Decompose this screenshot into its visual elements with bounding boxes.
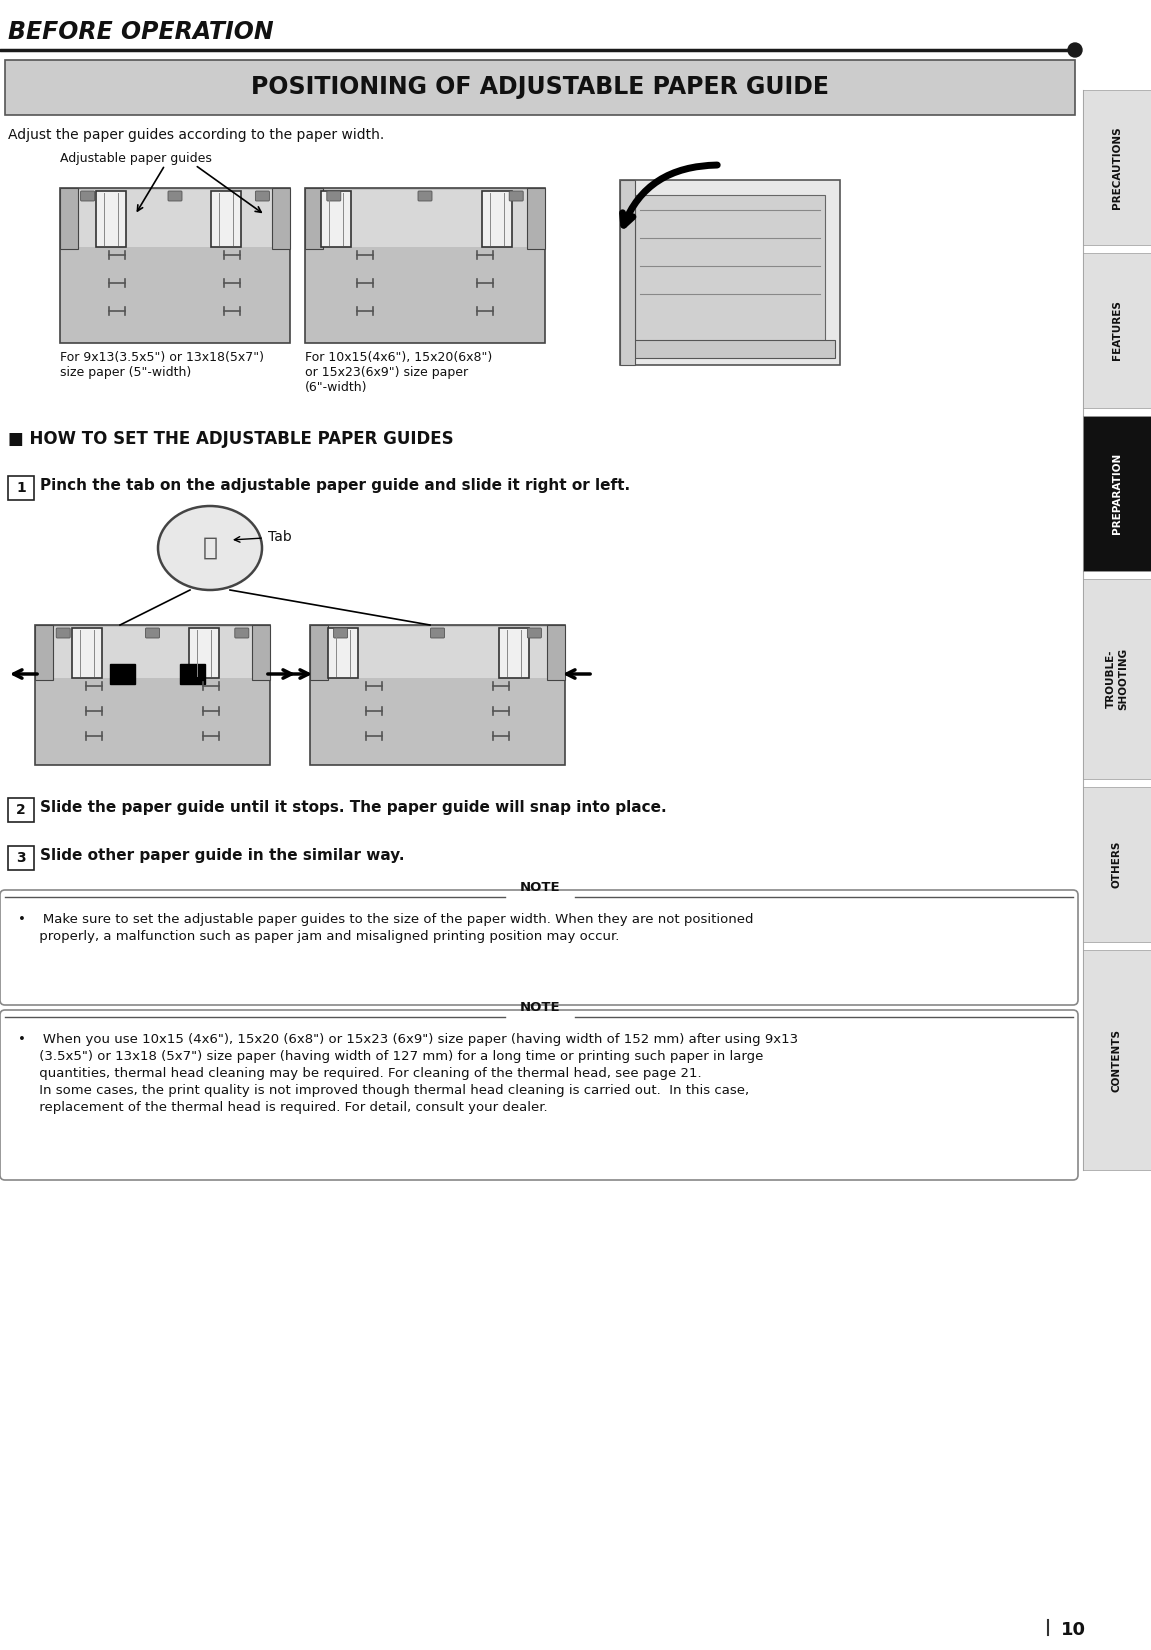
Text: For 9x13(3.5x5") or 13x18(5x7")
size paper (5"-width): For 9x13(3.5x5") or 13x18(5x7") size pap… bbox=[60, 351, 264, 380]
FancyBboxPatch shape bbox=[56, 629, 70, 639]
Text: NOTE: NOTE bbox=[520, 881, 561, 894]
FancyBboxPatch shape bbox=[321, 191, 351, 248]
Text: 1: 1 bbox=[16, 482, 25, 495]
Bar bbox=[620, 180, 635, 365]
Bar bbox=[1083, 416, 1151, 571]
Ellipse shape bbox=[158, 507, 262, 591]
FancyBboxPatch shape bbox=[327, 191, 341, 201]
FancyBboxPatch shape bbox=[482, 191, 512, 248]
Text: TROUBLE-
SHOOTING: TROUBLE- SHOOTING bbox=[1106, 648, 1128, 710]
FancyBboxPatch shape bbox=[334, 629, 348, 639]
Bar bbox=[1083, 579, 1151, 779]
Text: CONTENTS: CONTENTS bbox=[1112, 1028, 1122, 1092]
Text: Slide the paper guide until it stops. The paper guide will snap into place.: Slide the paper guide until it stops. Th… bbox=[40, 800, 666, 815]
Text: For 10x15(4x6"), 15x20(6x8")
or 15x23(6x9") size paper
(6"-width): For 10x15(4x6"), 15x20(6x8") or 15x23(6x… bbox=[305, 351, 493, 394]
FancyBboxPatch shape bbox=[509, 191, 524, 201]
Bar bbox=[8, 799, 35, 822]
Polygon shape bbox=[180, 663, 205, 685]
Bar bbox=[635, 195, 825, 345]
Bar bbox=[625, 340, 834, 358]
Bar bbox=[60, 188, 78, 249]
FancyBboxPatch shape bbox=[430, 629, 444, 639]
Text: OTHERS: OTHERS bbox=[1112, 842, 1122, 888]
FancyBboxPatch shape bbox=[189, 629, 219, 678]
Text: FEATURES: FEATURES bbox=[1112, 300, 1122, 360]
Bar bbox=[305, 188, 546, 343]
Bar bbox=[312, 627, 563, 678]
Text: PRECAUTIONS: PRECAUTIONS bbox=[1112, 125, 1122, 210]
FancyBboxPatch shape bbox=[256, 191, 269, 201]
FancyBboxPatch shape bbox=[235, 629, 249, 639]
Bar bbox=[1083, 950, 1151, 1170]
Bar bbox=[620, 180, 840, 365]
Text: •    When you use 10x15 (4x6"), 15x20 (6x8") or 15x23 (6x9") size paper (having : • When you use 10x15 (4x6"), 15x20 (6x8"… bbox=[18, 1033, 798, 1114]
FancyBboxPatch shape bbox=[211, 191, 241, 248]
Text: BEFORE OPERATION: BEFORE OPERATION bbox=[8, 20, 274, 45]
Text: NOTE: NOTE bbox=[520, 1002, 561, 1015]
Bar bbox=[5, 59, 1075, 116]
Text: 10: 10 bbox=[1060, 1620, 1085, 1638]
Bar bbox=[60, 188, 290, 343]
Bar bbox=[310, 625, 565, 766]
Text: 2: 2 bbox=[16, 804, 25, 817]
Bar bbox=[252, 625, 270, 680]
Bar bbox=[1083, 787, 1151, 942]
Bar bbox=[8, 846, 35, 870]
FancyBboxPatch shape bbox=[71, 629, 101, 678]
FancyBboxPatch shape bbox=[145, 629, 160, 639]
Text: Slide other paper guide in the similar way.: Slide other paper guide in the similar w… bbox=[40, 848, 404, 863]
Bar bbox=[305, 188, 323, 249]
Text: ■ HOW TO SET THE ADJUSTABLE PAPER GUIDES: ■ HOW TO SET THE ADJUSTABLE PAPER GUIDES bbox=[8, 431, 453, 449]
Bar bbox=[62, 190, 288, 248]
Bar bbox=[547, 625, 565, 680]
Bar bbox=[37, 627, 268, 678]
Bar bbox=[1083, 252, 1151, 408]
FancyBboxPatch shape bbox=[0, 1010, 1078, 1180]
Text: PREPARATION: PREPARATION bbox=[1112, 452, 1122, 535]
Text: Pinch the tab on the adjustable paper guide and slide it right or left.: Pinch the tab on the adjustable paper gu… bbox=[40, 478, 630, 493]
FancyBboxPatch shape bbox=[418, 191, 432, 201]
Polygon shape bbox=[110, 663, 135, 685]
Circle shape bbox=[1068, 43, 1082, 58]
Text: Tab: Tab bbox=[268, 530, 291, 544]
Text: Adjustable paper guides: Adjustable paper guides bbox=[60, 152, 212, 165]
FancyBboxPatch shape bbox=[81, 191, 94, 201]
FancyBboxPatch shape bbox=[527, 629, 541, 639]
Bar bbox=[310, 625, 328, 680]
Bar bbox=[35, 625, 53, 680]
Text: Adjust the paper guides according to the paper width.: Adjust the paper guides according to the… bbox=[8, 129, 384, 142]
Bar bbox=[307, 190, 543, 248]
Bar bbox=[272, 188, 290, 249]
Bar bbox=[35, 625, 270, 766]
FancyBboxPatch shape bbox=[0, 889, 1078, 1005]
Bar bbox=[1083, 91, 1151, 244]
Text: POSITIONING OF ADJUSTABLE PAPER GUIDE: POSITIONING OF ADJUSTABLE PAPER GUIDE bbox=[251, 74, 829, 99]
Bar bbox=[8, 475, 35, 500]
FancyBboxPatch shape bbox=[328, 629, 358, 678]
Text: ✋: ✋ bbox=[203, 536, 218, 559]
Text: •    Make sure to set the adjustable paper guides to the size of the paper width: • Make sure to set the adjustable paper … bbox=[18, 912, 754, 944]
Text: 3: 3 bbox=[16, 851, 25, 865]
FancyBboxPatch shape bbox=[500, 629, 529, 678]
Bar bbox=[527, 188, 546, 249]
FancyBboxPatch shape bbox=[96, 191, 125, 248]
FancyBboxPatch shape bbox=[168, 191, 182, 201]
